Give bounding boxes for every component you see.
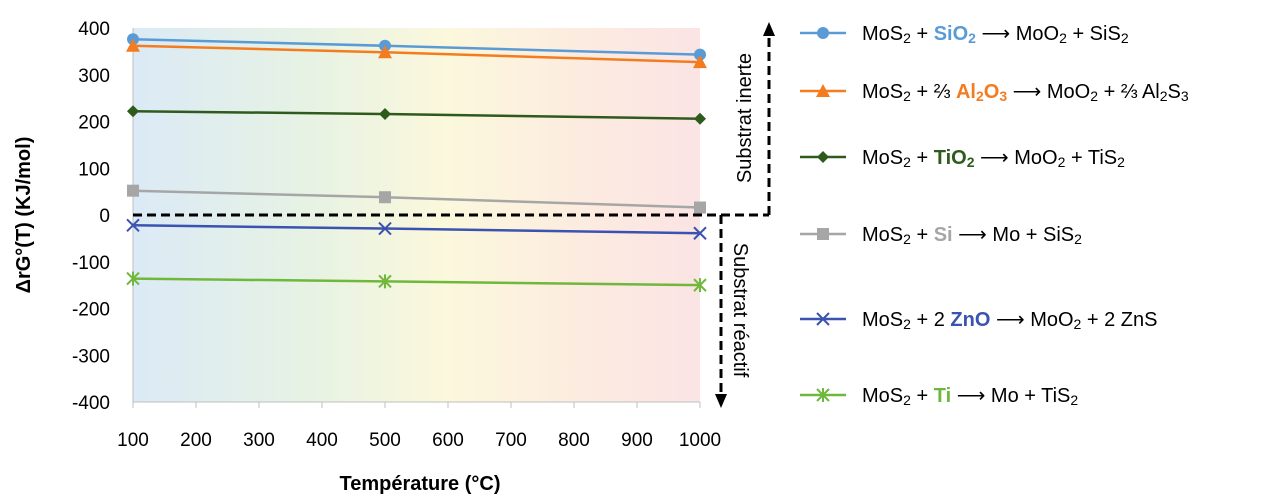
series-2	[126, 38, 707, 69]
data-point	[126, 271, 140, 286]
y-tick-label: 200	[78, 113, 110, 134]
y-tick-label: -200	[72, 300, 110, 321]
annotation-reactive: Substrat réactif	[729, 243, 751, 378]
data-point	[817, 228, 829, 240]
legend-item: MoS2 + ⅔ Al2O3 ⟶ MoO2 + ⅔ Al2S3	[800, 76, 1189, 106]
substrate-annotations: Substrat inerte Substrat réactif	[729, 53, 756, 378]
data-point	[379, 191, 391, 204]
series-5	[126, 218, 707, 240]
y-axis-title: ΔrG°(T) (KJ/mol)	[13, 137, 35, 294]
x-tick-label: 100	[117, 430, 149, 451]
zero-reference-line	[133, 22, 775, 408]
legend-label: MoS2 + Ti ⟶ Mo + TiS2	[862, 384, 1079, 408]
data-point	[816, 312, 830, 326]
y-tick-label: 400	[78, 19, 110, 40]
y-axis-ticks: 400 300 200 100 0 -100 -200 -300 -400	[72, 19, 110, 414]
data-point	[816, 84, 830, 97]
data-point	[378, 274, 392, 289]
x-tick-label: 500	[369, 430, 401, 451]
legend-label: MoS2 + TiO2 ⟶ MoO2 + TiS2	[862, 146, 1125, 170]
x-axis-ticks: 100 200 300 400 500 600 700 800 900 1000	[117, 402, 721, 451]
x-tick-label: 700	[495, 430, 527, 451]
x-tick-label: 200	[180, 430, 212, 451]
legend-label: MoS2 + Si ⟶ Mo + SiS2	[862, 223, 1082, 247]
y-tick-label: 0	[99, 206, 110, 227]
legend-swatch	[800, 151, 846, 163]
data-point	[694, 48, 706, 61]
data-point	[379, 108, 391, 121]
series-3	[127, 105, 706, 125]
arrow-down-head	[715, 394, 727, 408]
legend-swatch	[800, 228, 846, 240]
x-tick-label: 400	[306, 430, 338, 451]
data-point	[127, 105, 139, 118]
x-tick-label: 600	[432, 430, 464, 451]
arrow-up-head	[763, 22, 775, 36]
legend-item: MoS2 + TiO2 ⟶ MoO2 + TiS2	[800, 142, 1125, 172]
y-tick-label: -300	[72, 346, 110, 367]
series-4	[127, 184, 706, 214]
x-tick-label: 800	[558, 430, 590, 451]
data-point	[817, 151, 829, 163]
y-tick-label: 300	[78, 66, 110, 87]
data-point	[694, 112, 706, 125]
x-tick-label: 300	[243, 430, 275, 451]
legend-item: MoS2 + 2 ZnO ⟶ MoO2 + 2 ZnS	[800, 304, 1157, 334]
legend-swatch	[800, 388, 846, 402]
y-tick-label: -100	[72, 253, 110, 274]
data-point	[693, 278, 707, 293]
legend-label: MoS2 + 2 ZnO ⟶ MoO2 + 2 ZnS	[862, 308, 1158, 332]
legend-item: MoS2 + SiO2 ⟶ MoO2 + SiS2	[800, 18, 1129, 48]
data-point	[693, 55, 707, 69]
data-point	[693, 226, 707, 240]
legend-swatch	[800, 27, 846, 39]
data-point	[817, 27, 829, 39]
data-point	[816, 388, 830, 402]
data-point	[378, 45, 392, 59]
legend-item: MoS2 + Si ⟶ Mo + SiS2	[800, 219, 1082, 249]
data-point	[126, 38, 140, 52]
legend-label: MoS2 + SiO2 ⟶ MoO2 + SiS2	[862, 22, 1129, 46]
x-axis-title: Température (°C)	[340, 473, 501, 495]
series-6	[126, 271, 707, 293]
x-tick-label: 1000	[679, 430, 721, 451]
legend-swatch	[800, 84, 846, 97]
data-point	[127, 184, 139, 197]
y-tick-label: -400	[72, 393, 110, 414]
annotation-inert: Substrat inerte	[734, 53, 756, 183]
x-tick-label: 900	[621, 430, 653, 451]
data-point	[694, 201, 706, 214]
series-lines	[126, 33, 707, 293]
legend-swatch	[800, 312, 846, 326]
data-point	[126, 218, 140, 232]
legend-label: MoS2 + ⅔ Al2O3 ⟶ MoO2 + ⅔ Al2S3	[862, 80, 1189, 104]
legend-item: MoS2 + Ti ⟶ Mo + TiS2	[800, 380, 1078, 410]
y-tick-label: 100	[78, 159, 110, 180]
data-point	[378, 221, 392, 236]
